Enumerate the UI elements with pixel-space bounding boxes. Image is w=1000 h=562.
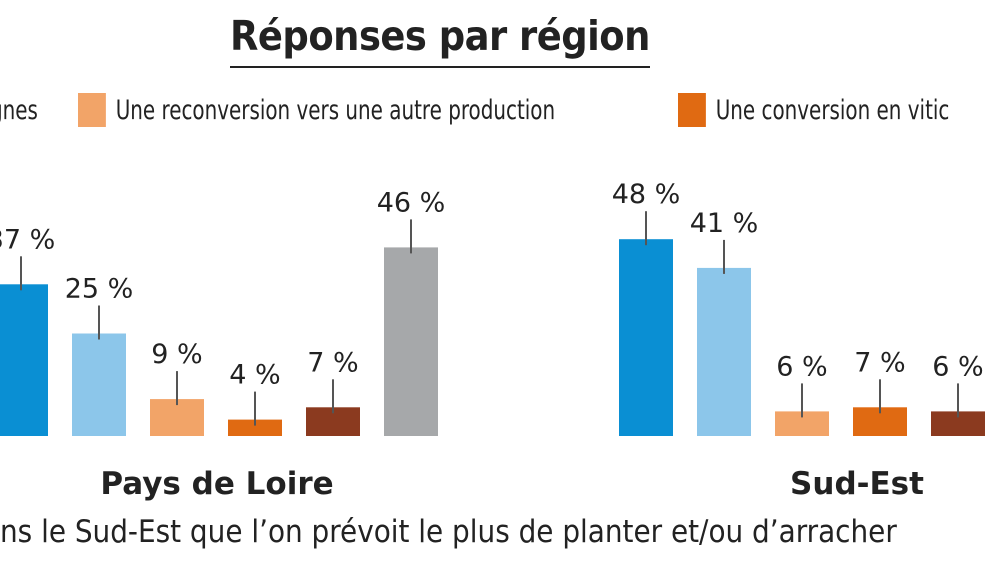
- legend-label-2: Une reconversion vers une autre producti…: [115, 94, 556, 126]
- chart-title: Réponses par région: [230, 12, 650, 68]
- bar-2-1: [619, 239, 673, 436]
- bar-value-label-1-4: 4 %: [229, 360, 280, 391]
- group-label-2: Sud-Est: [790, 466, 924, 502]
- bar-value-label-1-6: 46 %: [377, 187, 446, 218]
- bar-value-label-1-1: 37 %: [0, 224, 55, 255]
- legend-item-1: gnes: [0, 86, 38, 134]
- legend-label-1: gnes: [0, 94, 38, 126]
- bar-1-2: [72, 333, 126, 436]
- bar-value-label-2-5: 6 %: [932, 351, 983, 382]
- bar-value-label-2-1: 48 %: [612, 179, 681, 210]
- bar-value-label-2-3: 6 %: [776, 351, 827, 382]
- bar-1-4: [228, 419, 282, 436]
- legend-swatch-3: [678, 93, 706, 127]
- bar-2-2: [697, 267, 751, 436]
- bar-1-1: [0, 284, 48, 436]
- bar-value-label-1-2: 25 %: [65, 274, 134, 305]
- bar-value-label-2-4: 7 %: [854, 347, 905, 378]
- legend-item-2: Une reconversion vers une autre producti…: [78, 86, 555, 134]
- group-label-1: Pays de Loire: [100, 466, 333, 502]
- bar-value-label-2-2: 41 %: [690, 208, 759, 239]
- legend: gnes Une reconversion vers une autre pro…: [0, 86, 1000, 134]
- legend-swatch-2: [78, 93, 106, 127]
- bar-value-label-1-3: 9 %: [151, 339, 202, 370]
- legend-label-3: Une conversion en vitic: [715, 94, 950, 126]
- bar-value-label-1-5: 7 %: [307, 347, 358, 378]
- bar-1-3: [150, 399, 204, 436]
- bar-1-6: [384, 247, 438, 436]
- footnote: ns le Sud-Est que l’on prévoit le plus d…: [0, 514, 897, 550]
- legend-item-3: Une conversion en vitic: [678, 86, 949, 134]
